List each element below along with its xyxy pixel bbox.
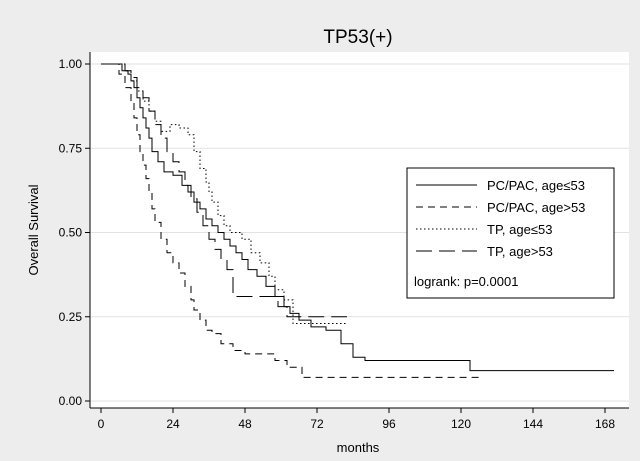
survival-curve-3 (101, 63, 347, 324)
x-tick-label: 0 (98, 417, 105, 431)
x-tick-label: 120 (451, 417, 471, 431)
y-tick-label: 1.00 (59, 57, 83, 71)
y-tick-label: 0.75 (59, 141, 83, 155)
legend-label-2: PC/PAC, age>53 (487, 200, 585, 215)
legend-label-4: TP, age>53 (487, 244, 553, 259)
logrank-annotation: logrank: p=0.0001 (414, 274, 518, 289)
legend: PC/PAC, age≤53 PC/PAC, age>53 TP, age≤53… (406, 167, 615, 299)
axes (89, 52, 629, 409)
axis-ticks: 0.00 0.25 0.50 0.75 1.00 0 24 48 72 96 120 144 168 (59, 57, 616, 431)
x-tick-label: 168 (595, 417, 615, 431)
survival-curve-1 (101, 63, 614, 372)
y-tick-label: 0.25 (59, 310, 83, 324)
x-tick-label: 72 (310, 417, 324, 431)
chart-title: TP53(+) (323, 27, 392, 48)
survival-curve-4 (101, 63, 347, 318)
legend-label-3: TP, age≤53 (487, 222, 552, 237)
y-tick-label: 0.00 (59, 394, 83, 408)
legend-box (406, 167, 615, 299)
y-tick-label: 0.50 (59, 226, 83, 240)
x-tick-label: 24 (166, 417, 180, 431)
x-axis-label: months (337, 440, 380, 455)
x-tick-label: 144 (523, 417, 543, 431)
legend-label-1: PC/PAC, age≤53 (487, 178, 585, 193)
y-axis-label: Overall Survival (26, 184, 41, 275)
survival-curve-2 (101, 63, 482, 378)
survival-curves (101, 63, 614, 378)
x-tick-label: 96 (382, 417, 396, 431)
x-tick-label: 48 (238, 417, 252, 431)
